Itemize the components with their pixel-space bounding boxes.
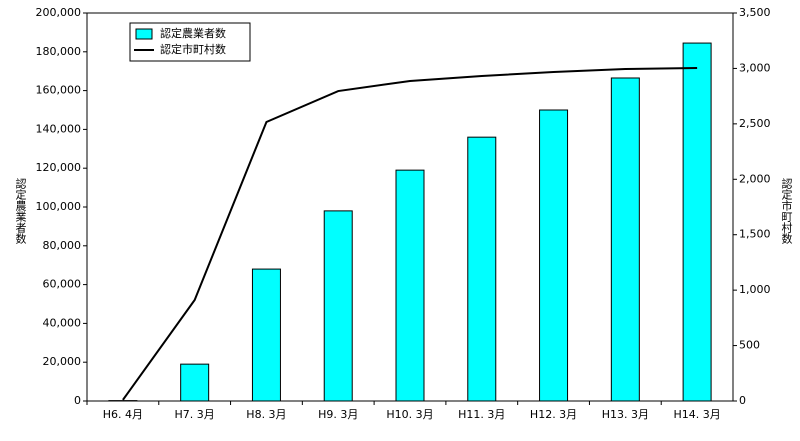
bar: [539, 109, 569, 402]
y-tick-label: 120,000: [36, 161, 82, 174]
x-tick-label: H9. 3月: [318, 408, 358, 421]
y-axis-label: 認定農業者数: [14, 177, 27, 245]
y-tick-label: 140,000: [36, 122, 82, 135]
y2-tick-label: 3,000: [739, 61, 771, 74]
y2-tick-label: 500: [739, 339, 760, 352]
legend-swatch: [135, 28, 153, 40]
bar: [323, 210, 353, 402]
x-tick-label: H14. 3月: [673, 408, 720, 421]
x-tick-label: H7. 3月: [175, 408, 215, 421]
x-tick-label: H11. 3月: [458, 408, 505, 421]
x-tick-label: H12. 3月: [530, 408, 577, 421]
bar: [251, 268, 281, 402]
y2-tick-label: 3,500: [739, 6, 771, 19]
y-tick-label: 80,000: [43, 239, 82, 252]
y-tick-label: 180,000: [36, 45, 82, 58]
bar: [467, 136, 497, 402]
y-tick-label: 200,000: [36, 6, 82, 19]
y-tick-label: 0: [74, 394, 81, 407]
y2-tick-label: 2,500: [739, 117, 771, 130]
y-tick-label: 160,000: [36, 84, 82, 97]
y2-tick-label: 1,000: [739, 283, 771, 296]
legend-label: 認定市町村数: [160, 42, 226, 56]
y-tick-label: 60,000: [43, 278, 82, 291]
y2-axis-label: 認定市町村数: [780, 177, 793, 245]
legend-label: 認定農業者数: [160, 26, 226, 40]
y2-tick-label: 2,000: [739, 172, 771, 185]
x-tick-label: H10. 3月: [386, 408, 433, 421]
bar: [682, 42, 712, 402]
bar: [395, 169, 425, 402]
y-tick-label: 100,000: [36, 200, 82, 213]
y-tick-label: 20,000: [43, 355, 82, 368]
y2-tick-label: 0: [739, 394, 746, 407]
x-tick-label: H6. 4月: [103, 408, 143, 421]
bar: [180, 363, 210, 402]
y2-tick-label: 1,500: [739, 228, 771, 241]
y-tick-label: 40,000: [43, 316, 82, 329]
line: [122, 66, 698, 401]
bar: [610, 77, 640, 402]
x-tick-label: H8. 3月: [246, 408, 286, 421]
x-tick-label: H13. 3月: [602, 408, 649, 421]
